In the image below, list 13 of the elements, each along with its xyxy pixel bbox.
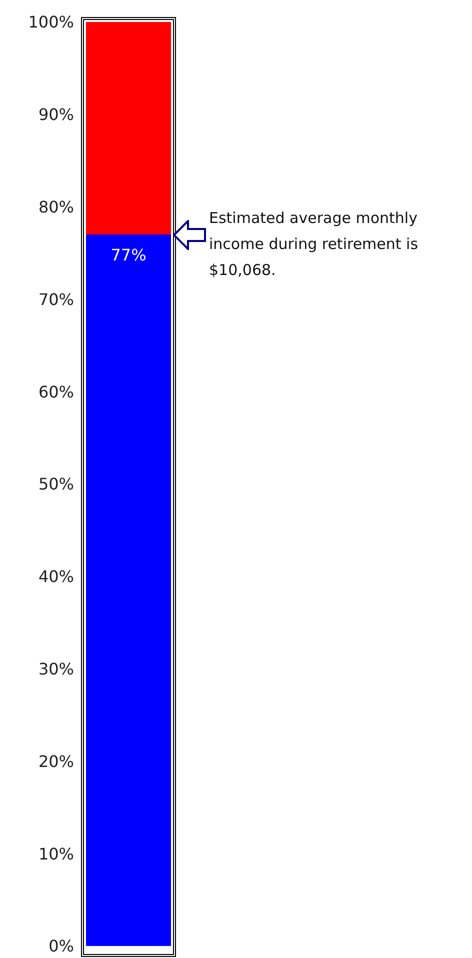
y-tick-label: 60% <box>38 382 74 402</box>
data-label: 77% <box>110 246 146 265</box>
y-tick-label: 20% <box>38 752 74 771</box>
y-tick-label: 0% <box>48 936 74 956</box>
y-tick-label: 80% <box>38 197 74 216</box>
y-tick-label: 90% <box>38 105 74 124</box>
y-tick-label: 70% <box>38 290 74 309</box>
y-tick-label: 30% <box>38 659 74 678</box>
text: Estimated average monthly income during retirement is $10,068. <box>209 208 420 281</box>
y-tick-label: 40% <box>38 567 74 586</box>
y-tick-label: 100% <box>28 12 74 32</box>
y-tick-label: 50% <box>38 474 74 494</box>
y-tick-label: 10% <box>38 844 74 864</box>
